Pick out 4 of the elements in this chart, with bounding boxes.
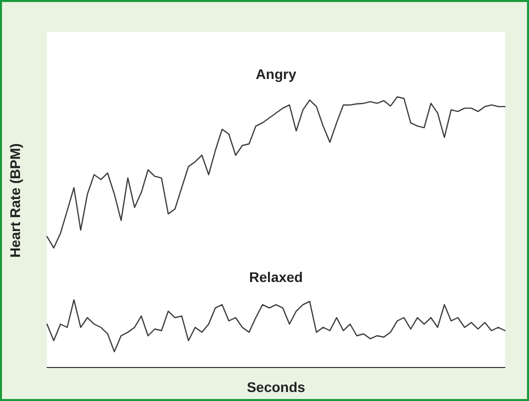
- x-axis-title: Seconds: [246, 379, 306, 395]
- series-label: Angry: [256, 66, 296, 82]
- series-label: Relaxed: [249, 268, 303, 285]
- y-axis-title: Heart Rate (BPM): [7, 143, 23, 258]
